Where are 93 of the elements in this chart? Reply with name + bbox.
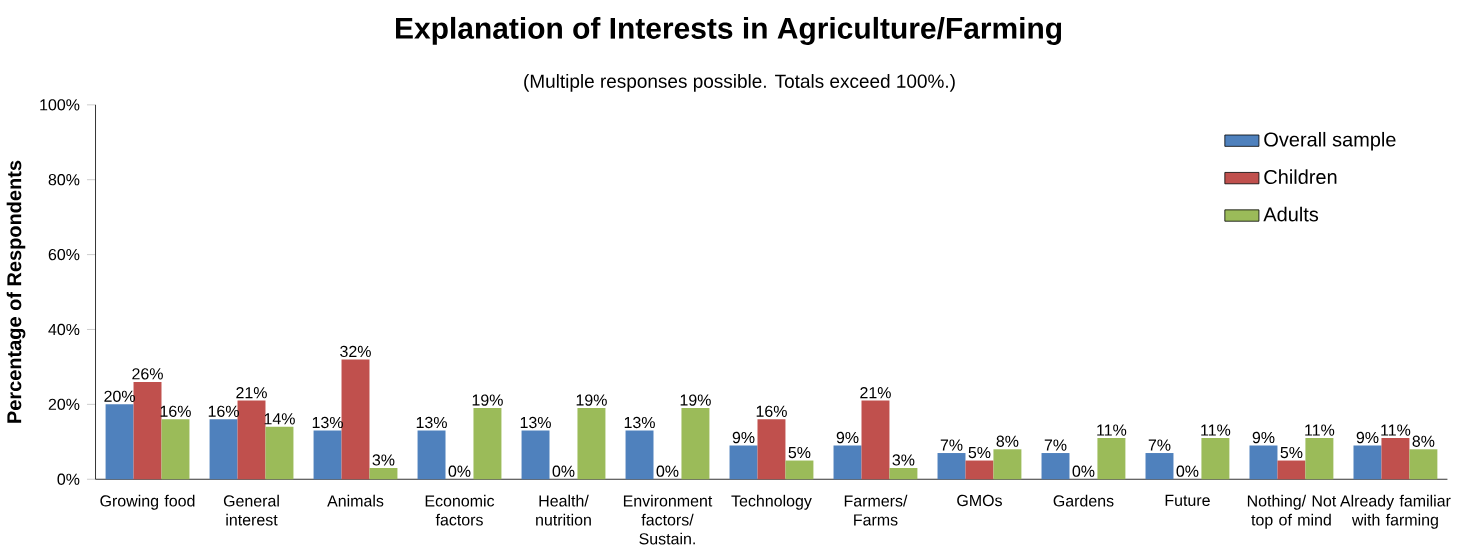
bar xyxy=(313,430,342,480)
bar xyxy=(729,445,758,480)
x-tick-label: Nothing/ Not top of mind xyxy=(1247,494,1337,529)
data-label: 19% xyxy=(576,394,607,406)
data-label: 9% xyxy=(1356,431,1379,444)
chart-subtitle: (Multiple responses possible. Totals exceed 100%.) xyxy=(524,73,955,92)
data-label: 3% xyxy=(892,454,915,466)
bar xyxy=(209,419,238,480)
data-label: 7% xyxy=(1044,439,1067,451)
legend-label: Adults xyxy=(1263,206,1319,222)
x-tick-label: Farmers/ Farms xyxy=(844,494,908,526)
bar xyxy=(861,400,890,480)
data-label: 0% xyxy=(552,465,575,477)
y-tick-label: 100% xyxy=(40,99,80,111)
legend-label: Overall sample xyxy=(1264,131,1396,151)
data-label: 13% xyxy=(520,416,551,429)
bar xyxy=(577,408,606,480)
data-label: 26% xyxy=(132,368,163,380)
data-label: 16% xyxy=(756,405,787,417)
legend-label: Children xyxy=(1264,169,1337,184)
y-tick-label: 80% xyxy=(48,174,80,186)
data-label: 5% xyxy=(788,446,811,459)
bar xyxy=(965,460,994,480)
bar xyxy=(993,449,1022,480)
bar xyxy=(1201,438,1230,480)
x-tick-label: GMOs xyxy=(957,494,1002,507)
bar xyxy=(1381,438,1410,480)
bar xyxy=(133,381,162,480)
bar xyxy=(1409,449,1438,480)
bar xyxy=(1249,445,1278,480)
bar xyxy=(889,467,918,480)
data-label: 13% xyxy=(416,416,447,429)
data-label: 19% xyxy=(680,394,711,406)
x-tick-label: Technology xyxy=(731,494,812,510)
y-tick-label: 0% xyxy=(57,473,80,485)
x-tick-label: Growing food xyxy=(100,494,195,510)
x-tick-label: Economic factors xyxy=(425,494,495,526)
x-tick-label: General interest xyxy=(223,494,279,526)
bar xyxy=(369,467,398,480)
bar xyxy=(1041,452,1070,480)
x-tick-label: Health/ nutrition xyxy=(536,494,591,526)
data-label: 13% xyxy=(624,416,655,429)
bar xyxy=(161,419,190,480)
bar xyxy=(757,419,786,480)
y-axis-title: Percentage of Respondents xyxy=(6,160,26,423)
data-label: 7% xyxy=(940,439,963,451)
data-label: 0% xyxy=(1072,465,1095,477)
y-tick-label: 60% xyxy=(48,248,80,261)
data-label: 21% xyxy=(860,386,891,399)
bar xyxy=(1145,452,1174,480)
data-label: 0% xyxy=(1176,465,1199,477)
data-label: 9% xyxy=(836,431,859,444)
data-label: 11% xyxy=(1097,424,1127,436)
bar xyxy=(1305,438,1334,480)
data-label: 8% xyxy=(1412,435,1435,447)
bar xyxy=(785,460,814,480)
data-label: 8% xyxy=(996,435,1019,447)
data-label: 11% xyxy=(1305,424,1335,436)
data-label: 9% xyxy=(1252,431,1275,444)
bar xyxy=(417,430,446,480)
bar xyxy=(1353,445,1382,480)
x-tick-label: Already familiar with farming xyxy=(1339,494,1451,529)
data-label: 0% xyxy=(448,465,471,477)
data-label: 19% xyxy=(472,394,503,406)
data-label: 0% xyxy=(656,465,679,477)
y-tick-label: 40% xyxy=(48,323,80,336)
data-label: 5% xyxy=(968,446,991,459)
data-label: 32% xyxy=(340,345,371,357)
x-tick-label: Future xyxy=(1165,494,1210,506)
x-tick-label: Environment factors/ Sustain. xyxy=(623,494,713,545)
bar xyxy=(105,404,134,480)
y-tick-label: 20% xyxy=(48,398,80,410)
x-tick-label: Gardens xyxy=(1053,494,1114,507)
bar xyxy=(681,408,710,480)
bar xyxy=(473,408,502,480)
data-label: 5% xyxy=(1280,446,1303,459)
bar xyxy=(1097,438,1126,480)
bar xyxy=(521,430,550,480)
data-label: 7% xyxy=(1148,439,1171,451)
bar xyxy=(1277,460,1306,480)
chart-title: Explanation of Interests in Agriculture/Farming xyxy=(396,16,1062,45)
data-label: 11% xyxy=(1381,424,1411,436)
bar xyxy=(833,445,862,480)
data-label: 11% xyxy=(1201,424,1231,436)
data-label: 3% xyxy=(372,454,395,466)
data-label: 9% xyxy=(732,431,755,444)
bar xyxy=(237,400,266,480)
bar xyxy=(341,359,370,480)
data-label: 21% xyxy=(236,386,267,399)
x-tick-label: Animals xyxy=(327,494,384,507)
bar xyxy=(937,452,966,480)
bar xyxy=(265,426,294,480)
bar xyxy=(625,430,654,480)
